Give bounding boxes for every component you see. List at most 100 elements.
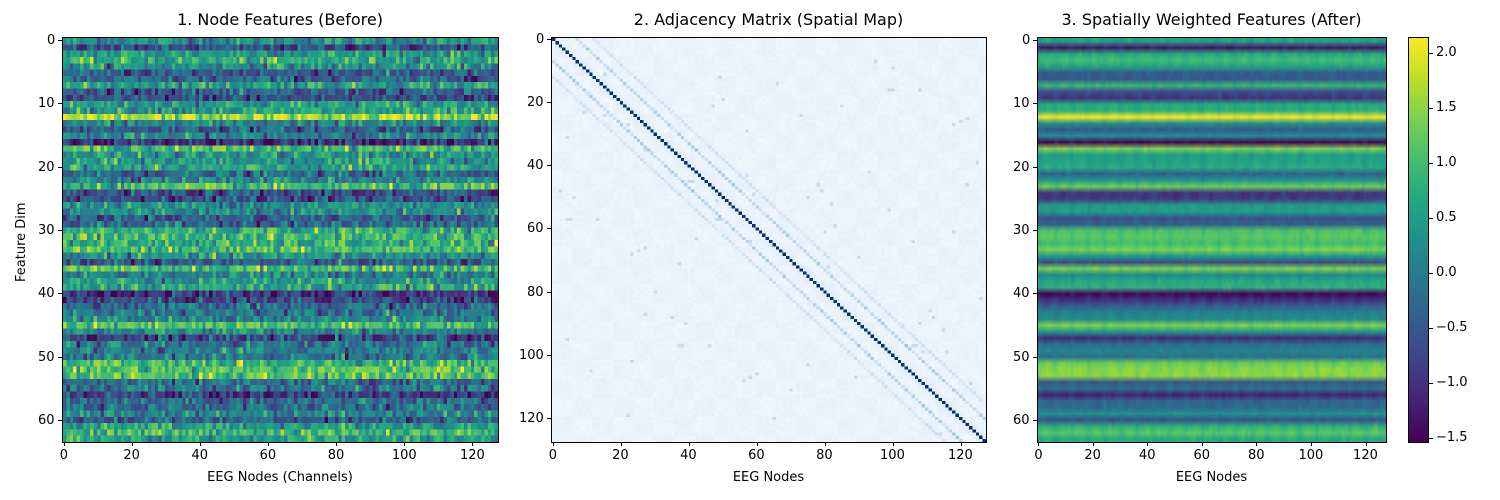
y-tick-label: 60 — [527, 221, 544, 237]
colorbar-gradient — [1409, 38, 1428, 442]
weighted-features-canvas — [1038, 38, 1386, 442]
x-tick-label: 40 — [191, 448, 208, 463]
y-tick-mark — [547, 228, 551, 230]
y-tick-label: 60 — [38, 412, 55, 428]
weighted-features-heatmap — [1037, 37, 1387, 443]
x-tick-mark — [960, 442, 962, 446]
x-tick-label: 20 — [1084, 448, 1101, 463]
colorbar-tick-label: 2.0 — [1436, 45, 1457, 61]
x-tick-label: 80 — [1247, 448, 1265, 463]
y-tick-label: 50 — [1013, 349, 1030, 365]
y-tick-label: 100 — [519, 347, 544, 363]
y-tick-label: 80 — [527, 284, 544, 300]
y-tick-label: 20 — [527, 94, 544, 110]
adjacency-matrix-heatmap — [551, 37, 987, 443]
x-tick-mark — [131, 442, 133, 446]
node-features-heatmap — [62, 37, 499, 443]
x-tick-mark — [268, 442, 270, 446]
colorbar-tick-mark — [1429, 163, 1433, 165]
x-tick-label: 100 — [391, 448, 417, 463]
y-tick-mark — [1033, 356, 1037, 358]
x-tick-label: 0 — [1034, 448, 1043, 463]
panel3-xlabel: EEG Nodes — [1175, 470, 1248, 485]
colorbar-tick-mark — [1429, 327, 1433, 329]
y-tick-label: 0 — [536, 31, 545, 47]
colorbar-tick-label: −1.5 — [1436, 429, 1468, 445]
colorbar-tick-label: 1.5 — [1436, 100, 1457, 116]
x-tick-mark — [552, 442, 554, 446]
x-tick-mark — [1311, 442, 1313, 446]
x-tick-mark — [472, 442, 474, 446]
y-tick-mark — [1033, 419, 1037, 421]
y-tick-mark — [58, 40, 62, 42]
x-tick-mark — [1365, 442, 1367, 446]
y-tick-label: 40 — [38, 286, 55, 302]
y-tick-label: 0 — [1022, 33, 1031, 49]
y-tick-label: 30 — [1013, 223, 1030, 238]
colorbar-tick-label: −1.0 — [1436, 374, 1468, 390]
x-tick-label: 40 — [1138, 448, 1156, 463]
y-tick-label: 0 — [47, 33, 56, 49]
x-tick-label: 0 — [548, 448, 557, 463]
y-tick-mark — [547, 354, 551, 356]
y-tick-mark — [58, 103, 62, 105]
y-tick-mark — [547, 38, 551, 40]
y-tick-mark — [547, 165, 551, 167]
y-tick-label: 40 — [527, 158, 544, 174]
x-tick-mark — [688, 442, 690, 446]
y-tick-label: 50 — [38, 349, 55, 365]
x-tick-label: 80 — [327, 448, 345, 463]
x-tick-mark — [199, 442, 201, 446]
colorbar-tick-label: 0.0 — [1436, 264, 1457, 280]
y-tick-mark — [1033, 293, 1037, 295]
y-tick-label: 30 — [38, 223, 55, 238]
y-tick-label: 20 — [38, 159, 55, 175]
y-tick-mark — [547, 101, 551, 103]
x-tick-label: 120 — [459, 448, 485, 463]
colorbar-tick-mark — [1429, 437, 1433, 439]
y-tick-mark — [1033, 40, 1037, 42]
colorbar-tick-mark — [1429, 108, 1433, 110]
y-tick-label: 60 — [1013, 412, 1030, 428]
y-tick-mark — [1033, 103, 1037, 105]
x-tick-mark — [404, 442, 406, 446]
y-tick-mark — [58, 356, 62, 358]
x-tick-mark — [1147, 442, 1149, 446]
node-features-canvas — [63, 38, 498, 442]
colorbar-tick-mark — [1429, 272, 1433, 274]
x-tick-mark — [1092, 442, 1094, 446]
x-tick-label: 120 — [948, 448, 973, 463]
colorbar-tick-mark — [1429, 218, 1433, 220]
y-tick-label: 120 — [519, 411, 544, 427]
x-tick-mark — [620, 442, 622, 446]
x-tick-mark — [892, 442, 894, 446]
colorbar-tick-label: 0.5 — [1436, 210, 1457, 226]
x-tick-label: 60 — [1193, 448, 1210, 463]
x-tick-label: 20 — [612, 448, 629, 463]
colorbar-tick-mark — [1429, 53, 1433, 55]
y-tick-mark — [58, 166, 62, 168]
panel2-xlabel: EEG Nodes — [732, 470, 805, 485]
x-tick-mark — [1256, 442, 1258, 446]
x-tick-label: 60 — [748, 448, 765, 463]
x-tick-label: 120 — [1353, 448, 1378, 463]
y-tick-mark — [58, 230, 62, 231]
x-tick-label: 100 — [880, 448, 905, 463]
panel1-title: 1. Node Features (Before) — [177, 10, 383, 29]
panel1-xlabel: EEG Nodes (Channels) — [207, 470, 353, 485]
colorbar-tick-label: −0.5 — [1436, 319, 1468, 335]
y-tick-label: 10 — [38, 96, 55, 112]
y-tick-mark — [58, 419, 62, 421]
x-tick-label: 60 — [259, 448, 277, 463]
x-tick-mark — [1201, 442, 1203, 446]
panel1-ylabel: Feature Dim — [14, 202, 29, 282]
colorbar — [1408, 37, 1429, 443]
y-tick-label: 40 — [1013, 286, 1030, 302]
x-tick-label: 0 — [59, 448, 68, 463]
x-tick-mark — [756, 442, 758, 446]
x-tick-label: 40 — [680, 448, 697, 463]
colorbar-tick-label: 1.0 — [1436, 155, 1457, 171]
y-tick-mark — [58, 293, 62, 295]
x-tick-mark — [63, 442, 65, 446]
x-tick-mark — [824, 442, 826, 446]
